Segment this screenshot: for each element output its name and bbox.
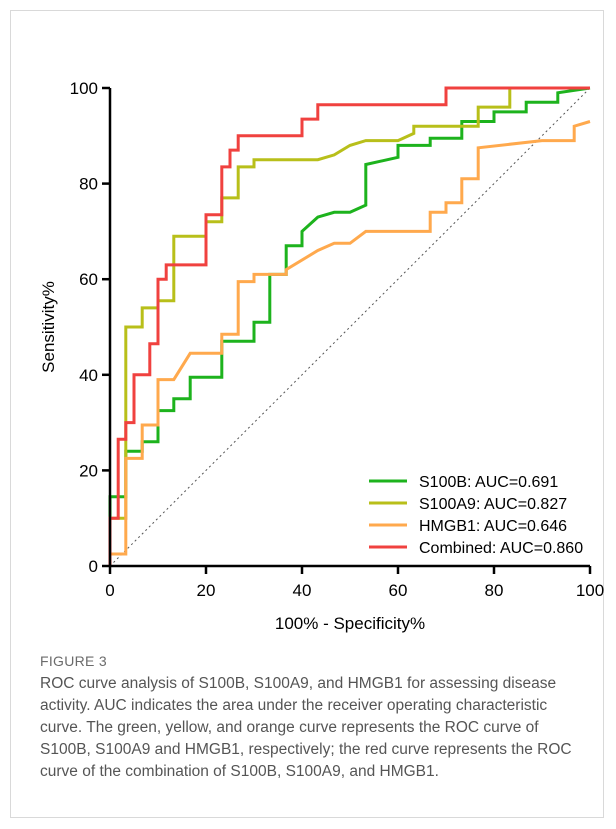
legend-label-1: S100A9: AUC=0.827 <box>419 496 567 513</box>
reference-diagonal-line <box>109 87 591 567</box>
figure-caption: ROC curve analysis of S100B, S100A9, and… <box>40 675 572 780</box>
y-tick-label: 100 <box>70 79 98 98</box>
series-line-2 <box>108 120 591 566</box>
x-axis-label: 100% - Specificity% <box>275 614 425 633</box>
axes: 0 20 40 60 80 100 0 20 40 60 80 100 100% - Specifici… <box>39 79 604 633</box>
y-tick-label: 80 <box>79 175 98 194</box>
x-tick-label: 0 <box>105 581 114 600</box>
legend-label-3: Combined: AUC=0.860 <box>419 540 583 557</box>
x-tick-label: 40 <box>293 581 312 600</box>
y-tick-label: 40 <box>79 366 98 385</box>
y-axis-label: Sensitivity% <box>39 281 58 373</box>
x-tick-label: 80 <box>485 581 504 600</box>
y-tick-label: 60 <box>79 270 98 289</box>
legend-label-0: S100B: AUC=0.691 <box>419 474 558 491</box>
series-line-1 <box>108 86 590 566</box>
roc-chart: 0 20 40 60 80 100 0 20 40 60 80 100 100% - Specifici… <box>39 79 604 633</box>
legend: S100B: AUC=0.691 S100A9: AUC=0.827 HMGB1: … <box>369 474 583 557</box>
y-tick-label: 20 <box>79 461 98 480</box>
x-tick-label: 100 <box>576 581 604 600</box>
y-tick-label: 0 <box>89 557 98 576</box>
x-tick-label: 20 <box>197 581 216 600</box>
x-tick-label: 60 <box>389 581 408 600</box>
series-line-3 <box>108 86 590 566</box>
plot-area <box>108 86 591 567</box>
legend-label-2: HMGB1: AUC=0.646 <box>419 518 567 535</box>
figure-label: FIGURE 3 <box>40 653 107 669</box>
